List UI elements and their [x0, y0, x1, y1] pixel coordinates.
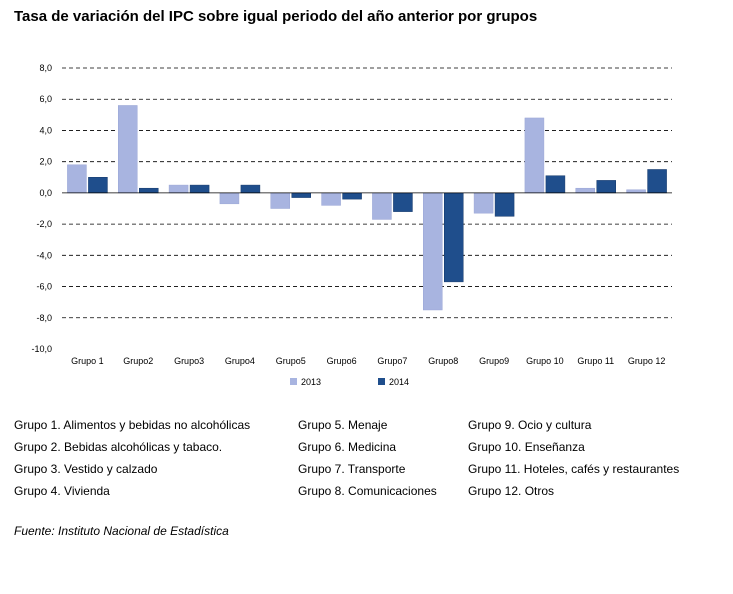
bar-2013-12: [626, 189, 646, 194]
group-legend-col-3: Grupo 9. Ocio y cultura Grupo 10. Enseña…: [468, 414, 679, 502]
x-tick-label: Grupo 1: [71, 356, 104, 366]
bar-2014-7: [393, 192, 413, 212]
x-tick-label: Grupo9: [479, 356, 509, 366]
x-tick-label: Grupo 10: [526, 356, 564, 366]
bar-2014-9: [494, 192, 515, 217]
group-legend-item: Grupo 5. Menaje: [298, 418, 388, 432]
group-legend-col-2: Grupo 5. Menaje Grupo 6. Medicina Grupo …: [298, 414, 437, 502]
y-tick-label: 4,0: [39, 125, 52, 135]
y-tick-label: 8,0: [39, 63, 52, 73]
group-legend-item: Grupo 4. Vivienda: [14, 484, 110, 498]
bars: [67, 105, 667, 311]
x-tick-label: Grupo4: [225, 356, 255, 366]
bar-2013-4: [219, 192, 240, 205]
bar-chart: 8,0 6,0 4,0 2,0 0,0 -2,0 -4,0 -6,0 -8,0 -10,0 Gru…: [31, 63, 672, 387]
group-legend-item: Grupo 3. Vestido y calzado: [14, 462, 158, 476]
legend-swatch-2013: [290, 378, 297, 385]
bar-2013-2: [118, 105, 138, 194]
group-legend-col-1: Grupo 1. Alimentos y bebidas no alcohóli…: [14, 414, 250, 502]
y-tick-label: 2,0: [39, 157, 52, 167]
bar-2014-2: [139, 187, 159, 194]
y-tick-label: -4,0: [36, 250, 52, 260]
y-tick-label: -8,0: [36, 313, 52, 323]
legend-label-2014: 2014: [389, 377, 409, 387]
bar-2014-3: [189, 184, 210, 194]
x-tick-label: Grupo6: [327, 356, 357, 366]
x-axis-ticks: Grupo 1 Grupo2 Grupo3 Grupo4 Grupo5 Grupo6 Gru…: [71, 356, 665, 366]
source-note: Fuente: Instituto Nacional de Estadístic…: [14, 524, 229, 538]
bar-2014-10: [545, 175, 566, 194]
x-tick-label: Grupo3: [174, 356, 204, 366]
legend-swatch-2014: [378, 378, 385, 385]
group-legend-item: Grupo 7. Transporte: [298, 462, 406, 476]
legend-label-2013: 2013: [301, 377, 321, 387]
bar-2013-7: [372, 192, 392, 220]
group-legend-item: Grupo 8. Comunicaciones: [298, 484, 437, 498]
group-legend-item: Grupo 9. Ocio y cultura: [468, 418, 592, 432]
bar-2013-5: [270, 192, 290, 209]
y-tick-label: 6,0: [39, 94, 52, 104]
group-legend-item: Grupo 11. Hoteles, cafés y restaurantes: [468, 462, 680, 476]
chart-title: Tasa de variación del IPC sobre igual pe…: [14, 8, 538, 25]
bar-2013-9: [473, 192, 494, 214]
group-legend-item: Grupo 12. Otros: [468, 484, 555, 498]
grid-lines: [62, 67, 672, 319]
bar-2014-12: [647, 169, 667, 194]
bar-2013-6: [321, 192, 341, 206]
bar-2014-11: [596, 180, 616, 194]
series-legend: 2013 2014: [290, 377, 409, 387]
group-legend-item: Grupo 2. Bebidas alcohólicas y tabaco.: [14, 440, 223, 454]
bar-2013-1: [67, 164, 87, 194]
y-tick-label: -2,0: [36, 219, 52, 229]
y-tick-label: -6,0: [36, 282, 52, 292]
bar-2014-5: [291, 192, 311, 198]
y-tick-label: -10,0: [31, 344, 52, 354]
group-legend-item: Grupo 6. Medicina: [298, 440, 397, 454]
group-legend-item: Grupo 1. Alimentos y bebidas no alcohóli…: [14, 418, 251, 432]
bar-2013-11: [575, 187, 595, 194]
x-tick-label: Grupo 11: [577, 356, 614, 366]
x-tick-label: Grupo2: [123, 356, 153, 366]
bar-2014-4: [240, 184, 261, 194]
x-tick-label: Grupo8: [428, 356, 458, 366]
bar-2013-3: [168, 184, 189, 194]
x-tick-label: Grupo 12: [628, 356, 666, 366]
group-legend-item: Grupo 10. Enseñanza: [468, 440, 585, 454]
bar-2014-8: [444, 192, 464, 283]
y-tick-label: 0,0: [39, 188, 52, 198]
bar-2014-6: [342, 192, 362, 200]
y-axis-ticks: 8,0 6,0 4,0 2,0 0,0 -2,0 -4,0 -6,0 -8,0 -10,0: [31, 63, 52, 354]
bar-2014-1: [88, 177, 108, 194]
bar-2013-10: [524, 117, 545, 194]
x-tick-label: Grupo5: [276, 356, 306, 366]
x-tick-label: Grupo7: [377, 356, 407, 366]
bar-2013-8: [423, 192, 443, 311]
